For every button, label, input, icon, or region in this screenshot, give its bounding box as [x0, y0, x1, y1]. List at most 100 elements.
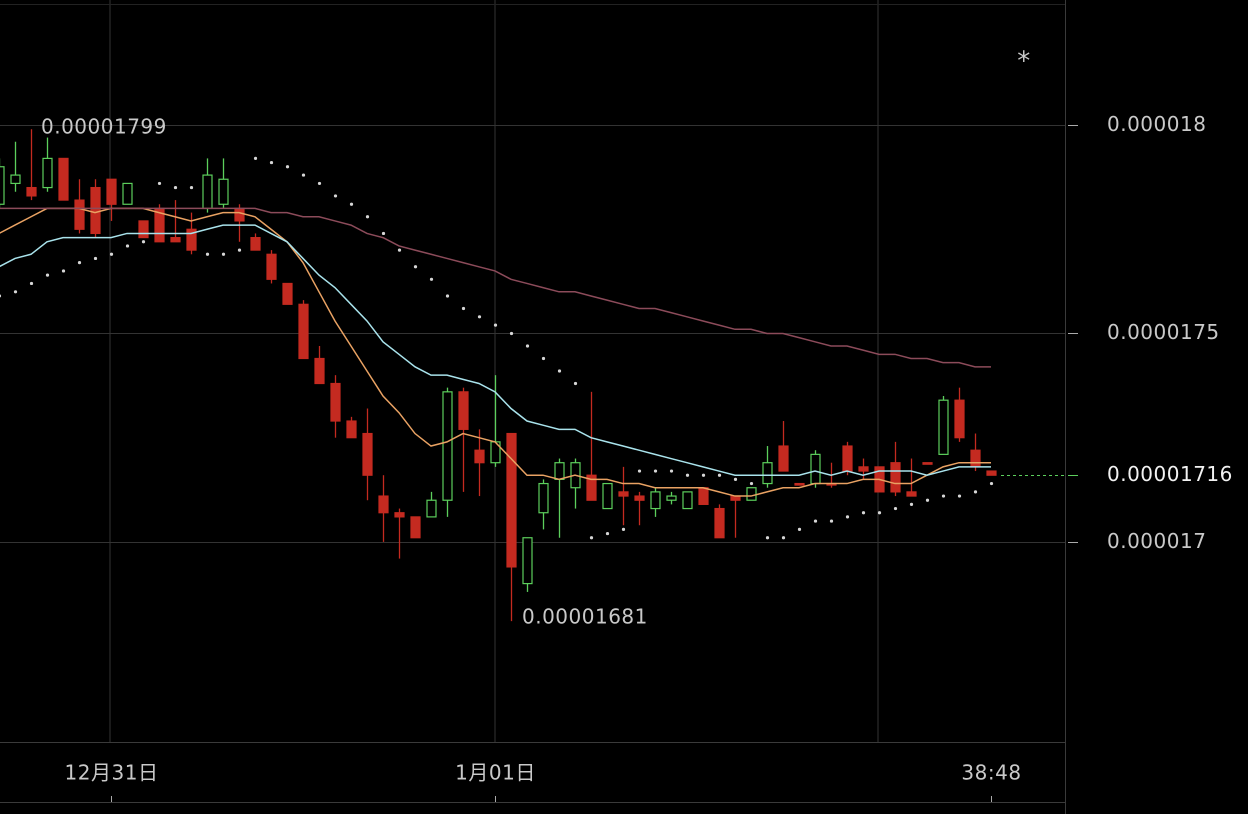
sar-dot [0, 294, 2, 298]
sar-dot [157, 181, 162, 186]
sar-dot [333, 194, 338, 198]
candle-body [410, 516, 421, 539]
candle-body [650, 491, 661, 510]
candle-body [218, 178, 229, 205]
sar-dot [701, 473, 706, 477]
sar-dot [141, 240, 146, 244]
sar-dot [573, 381, 578, 386]
sar-dot [973, 490, 978, 494]
candle-body [762, 462, 773, 485]
candle-body [314, 357, 325, 385]
sar-dot [749, 481, 754, 486]
sar-dot [829, 519, 834, 523]
candle-body [378, 495, 389, 514]
candle-body [778, 445, 789, 472]
candle-body [890, 462, 901, 493]
sar-dot [93, 256, 98, 261]
sar-dot [781, 536, 786, 540]
candle-body [714, 507, 725, 539]
candle-body [106, 178, 117, 205]
candle-body [474, 449, 485, 464]
sar-dot [685, 473, 690, 477]
candle-body [986, 470, 997, 476]
sar-dot [285, 165, 290, 169]
moving-average-line [0, 207, 991, 368]
sar-dot [13, 290, 18, 294]
sar-dot [989, 481, 994, 486]
candle-body [602, 482, 613, 510]
candle-body [938, 399, 949, 455]
candle-body [634, 495, 645, 501]
candle-body [666, 495, 677, 501]
candle-body [26, 186, 37, 197]
sar-dot [253, 156, 258, 161]
candle-body [0, 166, 5, 205]
sar-dot [541, 356, 546, 361]
sar-dot [733, 477, 738, 481]
sar-dot [893, 506, 898, 511]
candle-body [954, 399, 965, 439]
candle-body [42, 157, 53, 189]
candle-body [554, 462, 565, 480]
sar-dot [429, 277, 434, 281]
candles [0, 129, 997, 622]
sar-dot [589, 536, 594, 540]
candle-body [250, 237, 261, 251]
low-marker-label: 0.00001681 [522, 605, 648, 629]
sar-dot [653, 469, 658, 473]
candle-body [282, 282, 293, 305]
current-price-label: 0.00001716 [1107, 462, 1233, 486]
settings-icon[interactable]: * [1017, 47, 1031, 77]
sar-dot [909, 502, 914, 506]
candle-body [346, 420, 357, 439]
sar-dot [941, 494, 946, 498]
sar-dot [525, 344, 530, 348]
sar-dots [0, 156, 994, 540]
sar-dot [621, 527, 626, 532]
sar-dot [221, 252, 226, 256]
candle-body [202, 174, 213, 210]
sar-dot [557, 369, 562, 373]
sar-dot [269, 160, 274, 165]
candle-body [922, 462, 933, 465]
candle-body [810, 453, 821, 485]
sar-dot [29, 281, 34, 286]
y-tick-label: 0.0000175 [1107, 320, 1220, 344]
candle-body [746, 487, 757, 501]
sar-dot [717, 473, 722, 477]
sar-dot [173, 185, 178, 190]
sar-dot [813, 519, 818, 523]
sar-dot [845, 515, 850, 519]
candle-body [170, 237, 181, 243]
candle-body [362, 432, 373, 476]
candle-body [58, 157, 69, 201]
sar-dot [493, 323, 498, 327]
candle-body [234, 207, 245, 222]
sar-dot [509, 331, 514, 336]
candle-body [298, 303, 309, 360]
candle-body [186, 228, 197, 251]
sar-dot [45, 273, 50, 277]
moving-average-line [0, 224, 991, 476]
x-tick-label: 1月01日 [455, 761, 536, 785]
sar-dot [877, 511, 882, 515]
y-tick-label: 0.000017 [1107, 529, 1206, 553]
sar-dot [189, 185, 194, 190]
x-tick-label: 38:48 [961, 761, 1021, 785]
high-marker-label: 0.00001799 [41, 115, 167, 139]
x-tick-label: 12月31日 [65, 761, 159, 785]
candle-body [842, 445, 853, 472]
sar-dot [477, 315, 482, 319]
sar-dot [637, 469, 642, 473]
candle-body [682, 491, 693, 510]
sar-dot [413, 265, 418, 269]
sar-dot [957, 494, 962, 498]
sar-dot [109, 252, 114, 256]
candle-body [442, 391, 453, 501]
sar-dot [605, 531, 610, 536]
sar-dot [237, 248, 242, 252]
sar-dot [445, 294, 450, 298]
candle-body [506, 432, 517, 568]
candle-body [794, 482, 805, 486]
sar-dot [317, 181, 322, 186]
